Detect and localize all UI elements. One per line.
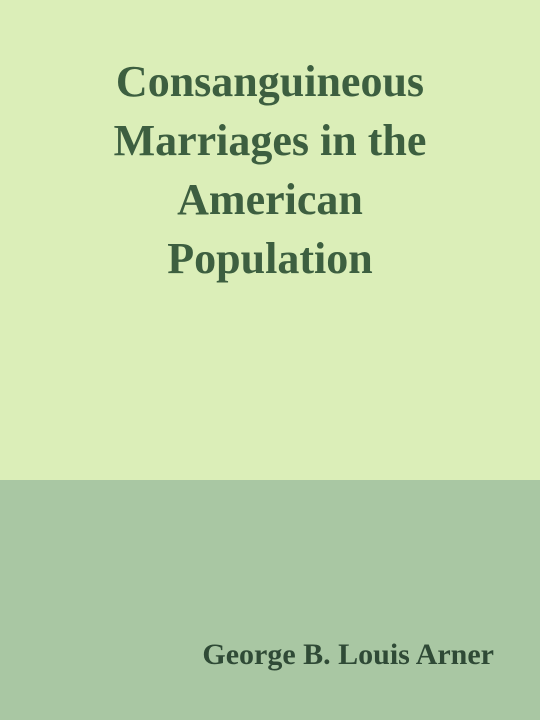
book-author: George B. Louis Arner <box>202 638 494 671</box>
book-title-line: Population <box>167 234 373 283</box>
book-title-line: American <box>177 175 363 224</box>
cover-bottom-panel <box>0 480 540 720</box>
book-title-line: Consanguineous <box>115 57 425 106</box>
cover-top-panel <box>0 0 540 480</box>
book-title: Consanguineous Marriages in the American… <box>30 52 510 288</box>
book-title-line: Marriages in the <box>113 116 427 165</box>
